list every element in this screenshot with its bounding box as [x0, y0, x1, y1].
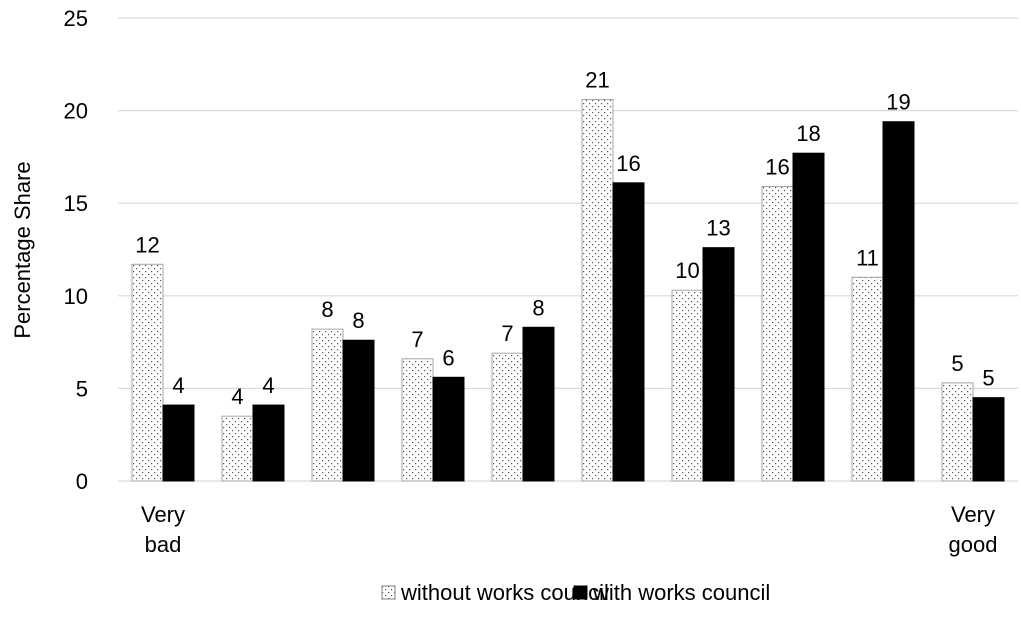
data-label: 5 — [982, 366, 994, 391]
legend-swatch-without — [381, 585, 396, 600]
bar-without-8 — [761, 186, 794, 482]
data-label: 21 — [585, 67, 609, 92]
bar-with-1 — [162, 404, 195, 482]
data-label: 4 — [262, 373, 274, 398]
bar-with-8 — [792, 152, 825, 482]
y-tick-label: 0 — [76, 469, 88, 494]
data-label: 16 — [765, 155, 789, 180]
bar-without-10 — [941, 382, 974, 482]
bar-with-6 — [612, 182, 645, 482]
data-label: 10 — [675, 258, 699, 283]
data-label: 19 — [886, 90, 910, 115]
bar-without-6 — [581, 98, 614, 482]
bar-with-5 — [522, 326, 555, 482]
bar-with-3 — [342, 339, 375, 482]
legend-label-with: with works council — [592, 580, 770, 605]
data-label: 8 — [352, 308, 364, 333]
bar-with-10 — [972, 397, 1005, 482]
category-label-very-bad: Very bad — [141, 502, 185, 557]
data-label: 16 — [616, 151, 640, 176]
bar-with-7 — [702, 247, 735, 482]
y-axis-ticks: 0 5 10 15 20 25 — [64, 6, 88, 494]
y-tick-label: 20 — [64, 99, 88, 124]
data-label: 4 — [172, 373, 184, 398]
data-label: 7 — [501, 321, 513, 346]
data-label: 12 — [135, 232, 159, 257]
category-label-very-good: Very good — [949, 502, 998, 557]
bar-without-2 — [221, 415, 254, 482]
bar-without-7 — [671, 289, 704, 482]
data-label: 11 — [856, 245, 879, 270]
bar-with-2 — [252, 404, 285, 482]
data-label: 8 — [321, 297, 333, 322]
bar-without-5 — [491, 352, 524, 482]
bar-with-9 — [882, 121, 915, 482]
bar-without-4 — [401, 358, 434, 482]
data-label: 5 — [951, 351, 963, 376]
y-tick-label: 25 — [64, 6, 88, 31]
bar-without-1 — [131, 263, 164, 482]
data-label: 8 — [532, 295, 544, 320]
category-labels: Very bad Very good — [141, 502, 997, 557]
data-label: 7 — [411, 327, 423, 352]
bar-without-9 — [851, 276, 884, 482]
bars — [131, 98, 1005, 482]
bar-with-4 — [432, 376, 465, 482]
data-label: 13 — [706, 216, 730, 241]
data-label: 18 — [796, 121, 820, 146]
y-tick-label: 5 — [76, 376, 88, 401]
y-tick-label: 10 — [64, 284, 88, 309]
bar-without-3 — [311, 328, 344, 482]
data-label: 4 — [231, 384, 243, 409]
legend-swatch-with — [573, 585, 588, 600]
data-label: 6 — [442, 345, 454, 370]
y-axis-title: Percentage Share — [10, 161, 35, 338]
y-tick-label: 15 — [64, 191, 88, 216]
